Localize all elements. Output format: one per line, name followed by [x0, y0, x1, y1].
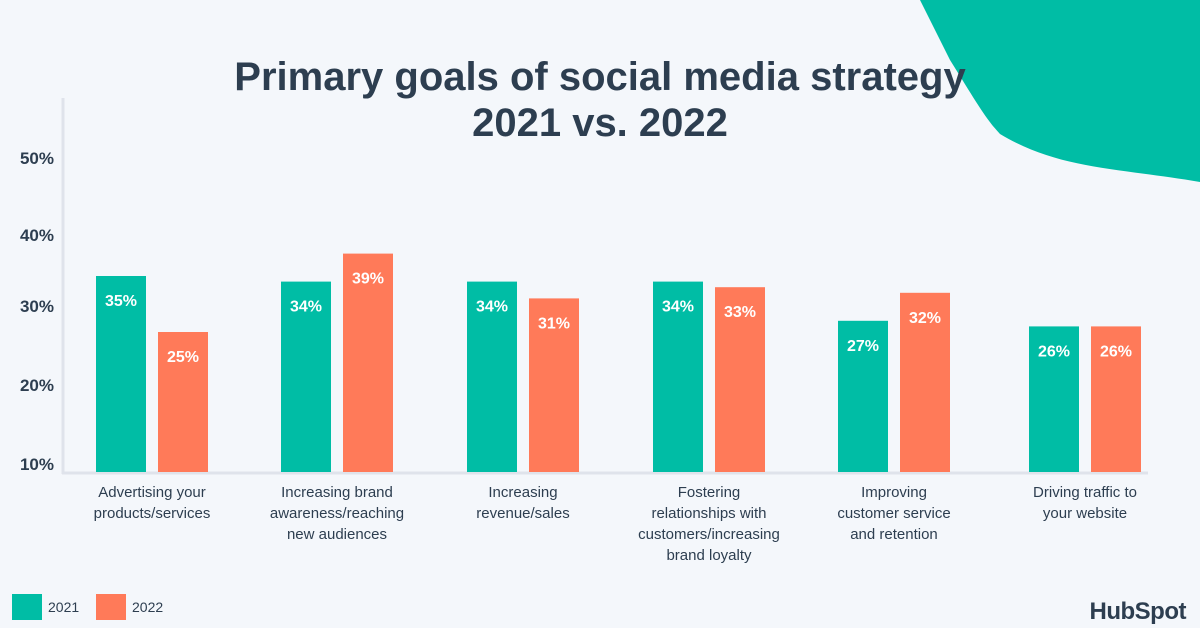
y-tick-label: 20% — [20, 376, 54, 395]
bar-2021 — [467, 281, 517, 472]
bar-2021 — [96, 276, 146, 472]
hubspot-logo: HubSpot — [1089, 598, 1187, 625]
bar-value-label: 25% — [167, 349, 199, 366]
chart-title: Primary goals of social media strategy — [234, 55, 966, 99]
legend-label-2021: 2021 — [48, 599, 80, 615]
bar-2022 — [715, 287, 765, 472]
bar-2021 — [653, 281, 703, 472]
bar-2022 — [900, 292, 950, 472]
x-category-label: Fostering relationships with customers/inc… — [638, 484, 780, 564]
bar-value-label: 26% — [1038, 343, 1070, 360]
bar-2022 — [158, 332, 208, 472]
bar-value-label: 34% — [476, 299, 508, 316]
x-category-label: Increasing brand awareness/reaching new au… — [269, 484, 405, 543]
legend-2022: 2022 — [96, 594, 163, 620]
bar-value-label: 39% — [352, 271, 384, 288]
legend-swatch-2022 — [96, 594, 126, 620]
x-category-label: Advertising your products/services — [93, 484, 211, 522]
bar-value-label: 27% — [847, 338, 879, 355]
bar-value-label: 35% — [105, 293, 137, 310]
bar-2021 — [1029, 326, 1079, 472]
bar-value-label: 32% — [909, 310, 941, 327]
bar-value-label: 34% — [662, 299, 694, 316]
bar-2022 — [1091, 326, 1141, 472]
x-category-label: Improving customer service and retention — [837, 484, 951, 543]
chart-subtitle: 2021 vs. 2022 — [472, 101, 728, 145]
y-tick-label: 10% — [20, 455, 54, 474]
x-category-label: Increasing revenue/sales — [476, 484, 570, 522]
bar-value-label: 26% — [1100, 343, 1132, 360]
bar-2022 — [343, 253, 393, 472]
legend-label-2022: 2022 — [132, 599, 164, 615]
x-category-label: Driving traffic to your website — [1033, 484, 1137, 522]
bar-2021 — [281, 281, 331, 472]
legend-swatch-2021 — [12, 594, 42, 620]
bar-value-label: 31% — [538, 315, 570, 332]
bar-value-label: 33% — [724, 304, 756, 321]
legend-2021: 2021 — [12, 594, 79, 620]
bar-2021 — [838, 320, 888, 472]
y-tick-label: 30% — [20, 297, 54, 316]
y-tick-label: 40% — [20, 226, 54, 245]
bar-value-label: 34% — [290, 299, 322, 316]
bar-2022 — [529, 298, 579, 472]
y-tick-label: 50% — [20, 149, 54, 168]
